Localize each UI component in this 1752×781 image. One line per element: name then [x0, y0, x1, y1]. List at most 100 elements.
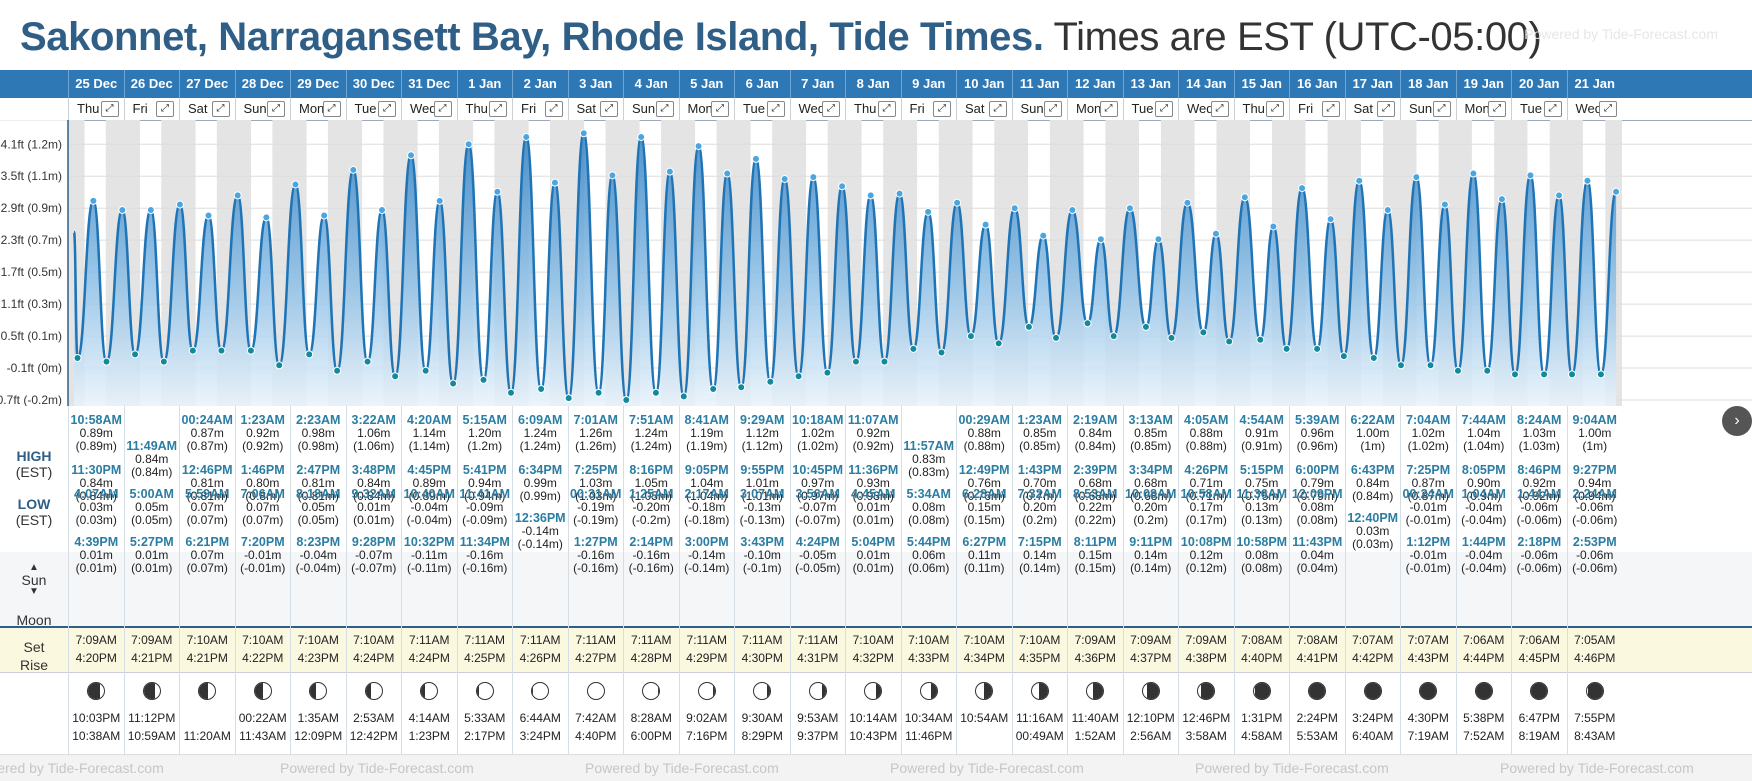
sunrise-time: 7:06AM [1463, 633, 1505, 647]
date-header[interactable]: 25 Dec [68, 70, 124, 98]
date-header[interactable]: 19 Jan [1455, 70, 1512, 98]
day-column: 4:20AM 1.14m (1.14m) 4:45PM 0.89m (0.89m) 10:4… [401, 406, 457, 780]
date-header[interactable]: 9 Jan [900, 70, 957, 98]
sunrise-time: 7:10AM [852, 633, 894, 647]
tide-extreme-point [594, 388, 603, 397]
footer-watermark-text: Powered by Tide-Forecast.com [1195, 760, 1389, 776]
tide-event: 5:34AM 0.08m (0.08m) [902, 488, 957, 527]
expand-day-icon[interactable]: ⤢ [822, 101, 840, 117]
moon-shade [1364, 683, 1381, 699]
date-header[interactable]: 16 Jan [1289, 70, 1345, 98]
tide-height-alt: (0.91m) [1241, 439, 1283, 453]
tide-height: 0.03m [1356, 524, 1390, 538]
tide-height-alt: (1.24m) [519, 439, 561, 453]
tide-height: 0.13m [1245, 500, 1279, 514]
tide-extreme-point [1269, 222, 1278, 231]
date-header[interactable]: 30 Dec [345, 70, 402, 98]
expand-day-icon[interactable]: ⤢ [156, 101, 174, 117]
tide-height: 1.19m [690, 426, 724, 440]
moon-shade [1201, 683, 1215, 699]
tide-event: 1:46PM 0.80m (0.8m) [236, 464, 291, 503]
date-header[interactable]: 4 Jan [623, 70, 679, 98]
expand-day-icon[interactable]: ⤢ [433, 101, 452, 117]
tide-time: 00:24AM [181, 413, 233, 427]
tide-extreme-point [1440, 200, 1449, 209]
tide-time: 11:36AM [1236, 487, 1288, 501]
expand-day-icon[interactable]: ⤢ [1543, 101, 1562, 117]
date-header[interactable]: 5 Jan [678, 70, 735, 98]
date-header[interactable]: 18 Jan [1400, 70, 1456, 98]
expand-day-icon[interactable]: ⤢ [267, 101, 285, 117]
expand-day-icon[interactable]: ⤢ [489, 101, 507, 117]
date-header[interactable]: 17 Jan [1344, 70, 1401, 98]
sunrise-time: 7:11AM [520, 633, 561, 647]
date-header[interactable]: 29 Dec [290, 70, 346, 98]
day-column: 10:58AM 0.89m (0.89m) 11:30PM 0.84m (0.84m) 4:… [68, 406, 124, 780]
date-header[interactable]: 14 Jan [1178, 70, 1234, 98]
tide-height: -0.14m [521, 524, 559, 538]
tide-height-alt: (-0.01m) [1405, 561, 1451, 575]
date-header[interactable]: 7 Jan [789, 70, 846, 98]
expand-day-icon[interactable]: ⤢ [988, 101, 1007, 117]
expand-day-icon[interactable]: ⤢ [1210, 101, 1229, 117]
date-header-bar: 25 Dec 26 Dec 27 Dec 28 Dec 29 Dec 30 Dec 31 D… [0, 70, 1752, 98]
date-header[interactable]: 21 Jan [1566, 70, 1623, 98]
tide-event: 7:04AM 1.02m (1.02m) [1401, 414, 1456, 453]
expand-day-icon[interactable]: ⤢ [211, 101, 230, 117]
date-header[interactable]: 12 Jan [1067, 70, 1123, 98]
tide-time: 8:46PM [1517, 463, 1562, 477]
expand-day-icon[interactable]: ⤢ [1377, 101, 1395, 117]
tide-time: 5:41PM [462, 463, 507, 477]
moon-shade [1309, 683, 1326, 699]
tide-time: 5:27PM [129, 535, 174, 549]
expand-day-icon[interactable]: ⤢ [1432, 101, 1451, 117]
tide-extreme-point [723, 169, 732, 178]
expand-day-icon[interactable]: ⤢ [1155, 101, 1173, 117]
weekday-header: Sun ⤢ [623, 98, 679, 120]
date-header[interactable]: 13 Jan [1122, 70, 1179, 98]
date-header[interactable]: 28 Dec [234, 70, 291, 98]
date-header[interactable]: 1 Jan [456, 70, 513, 98]
date-header[interactable]: 3 Jan [567, 70, 624, 98]
tide-height: 0.84m [135, 452, 169, 466]
expand-day-icon[interactable]: ⤢ [933, 101, 951, 117]
tide-height-alt: (0.88m) [1185, 439, 1227, 453]
date-header[interactable]: 31 Dec [401, 70, 457, 98]
expand-day-icon[interactable]: ⤢ [1599, 101, 1617, 117]
date-header[interactable]: 11 Jan [1011, 70, 1068, 98]
expand-day-icon[interactable]: ⤢ [1488, 101, 1506, 117]
date-header[interactable]: 26 Dec [123, 70, 180, 98]
expand-day-icon[interactable]: ⤢ [766, 101, 785, 117]
expand-day-icon[interactable]: ⤢ [100, 101, 119, 117]
date-header[interactable]: 2 Jan [512, 70, 568, 98]
date-header[interactable]: 27 Dec [179, 70, 235, 98]
sun-label: Sun [21, 572, 47, 588]
date-header[interactable]: 6 Jan [734, 70, 790, 98]
expand-day-icon[interactable]: ⤢ [1321, 101, 1340, 117]
date-header[interactable]: 15 Jan [1233, 70, 1290, 98]
expand-day-icon[interactable]: ⤢ [1044, 101, 1062, 117]
tide-extreme-point [622, 396, 631, 404]
expand-day-icon[interactable]: ⤢ [655, 101, 674, 117]
expand-day-icon[interactable]: ⤢ [1099, 101, 1118, 117]
tide-height-alt: (-0.01m) [240, 561, 286, 575]
scroll-right-button[interactable]: › [1722, 406, 1752, 436]
sunset-time: 4:40PM [1241, 651, 1283, 665]
tide-time: 2:53PM [1572, 535, 1617, 549]
date-header[interactable]: 8 Jan [845, 70, 901, 98]
expand-day-icon[interactable]: ⤢ [1266, 101, 1284, 117]
date-header[interactable]: 10 Jan [956, 70, 1012, 98]
day-column: 2:19AM 0.84m (0.84m) 2:39PM 0.68m (0.68m) 8:53… [1067, 406, 1123, 780]
moonrise-time: 6:40AM [1352, 729, 1394, 743]
expand-day-icon[interactable]: ⤢ [378, 101, 396, 117]
tide-height: -0.06m [1520, 500, 1558, 514]
date-header[interactable]: 20 Jan [1511, 70, 1567, 98]
expand-day-icon[interactable]: ⤢ [544, 101, 563, 117]
expand-day-icon[interactable]: ⤢ [600, 101, 618, 117]
moon-phase-wrap [735, 682, 790, 703]
day-column: 4:54AM 0.91m (0.91m) 5:15PM 0.75m (0.75m) 11:3… [1233, 406, 1290, 780]
expand-day-icon[interactable]: ⤢ [711, 101, 729, 117]
tide-height-alt: (-0.16m) [628, 561, 674, 575]
expand-day-icon[interactable]: ⤢ [322, 101, 341, 117]
expand-day-icon[interactable]: ⤢ [877, 101, 896, 117]
